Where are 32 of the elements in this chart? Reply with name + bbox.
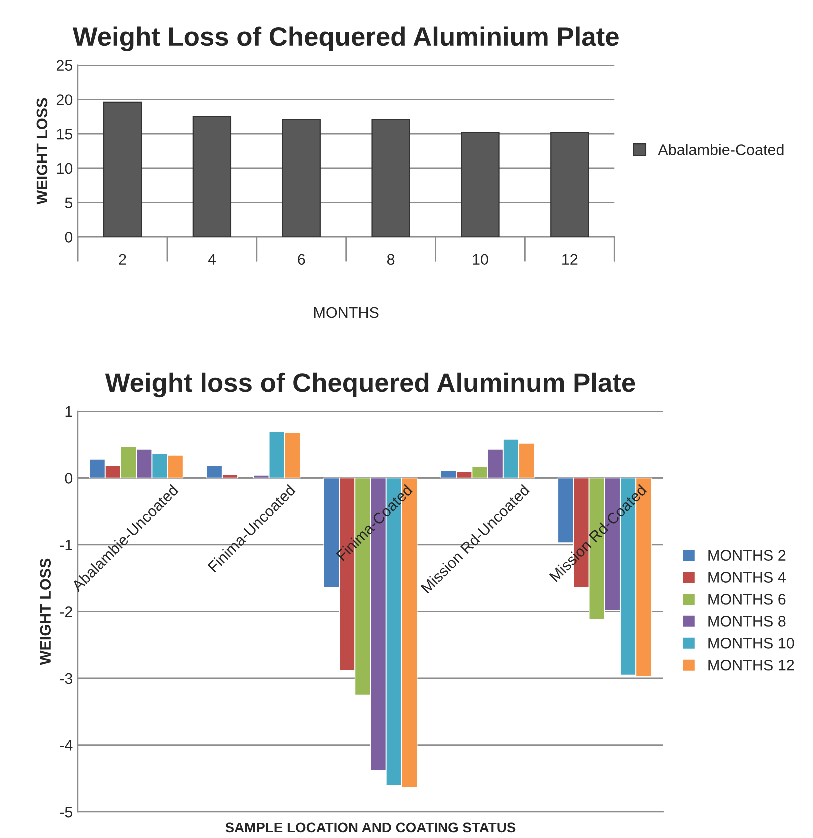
y-tick-label: -4 [60, 740, 73, 751]
x-tick-label: 4 [208, 254, 216, 265]
legend-label: Abalambie-Coated [658, 144, 784, 156]
y-tick-label: 20 [56, 94, 73, 106]
y-tick-label: -2 [60, 606, 72, 618]
x-tick-label: 6 [298, 254, 306, 266]
x-tick-label: 8 [387, 254, 395, 266]
legend-label: MONTHS 4 [708, 572, 786, 583]
y-axis-title: WEIGHT LOSS [40, 558, 52, 666]
y-tick-label: 0 [65, 232, 73, 243]
x-axis-title: SAMPLE LOCATION AND COATING STATUS [226, 822, 516, 833]
x-tick-label: 12 [562, 254, 578, 265]
x-tick-label: 2 [119, 254, 126, 265]
y-tick-label: 5 [65, 198, 73, 208]
y-axis-title: WEIGHT LOSS [36, 98, 48, 205]
y-tick-label: -5 [60, 807, 73, 818]
legend-label: MONTHS 2 [708, 550, 786, 561]
y-tick-label: -1 [60, 540, 72, 551]
legend-label: MONTHS 10 [708, 638, 794, 649]
y-tick-label: 0 [65, 473, 73, 484]
legend-label: MONTHS 12 [708, 660, 794, 671]
legend-label: MONTHS 8 [708, 616, 786, 627]
x-tick-label: 10 [473, 254, 488, 266]
chart-title: Weight loss of Chequered Aluminum Plate [105, 372, 636, 398]
y-tick-label: 1 [66, 406, 72, 417]
y-tick-label: 10 [57, 163, 73, 174]
y-tick-label: 25 [56, 60, 73, 72]
y-tick-label: 15 [57, 129, 73, 140]
x-axis-title: MONTHS [314, 307, 379, 318]
legend-label: MONTHS 6 [708, 594, 786, 605]
y-tick-label: -3 [60, 673, 73, 684]
chart-title: Weight Loss of Chequered Aluminium Plate [72, 26, 619, 52]
